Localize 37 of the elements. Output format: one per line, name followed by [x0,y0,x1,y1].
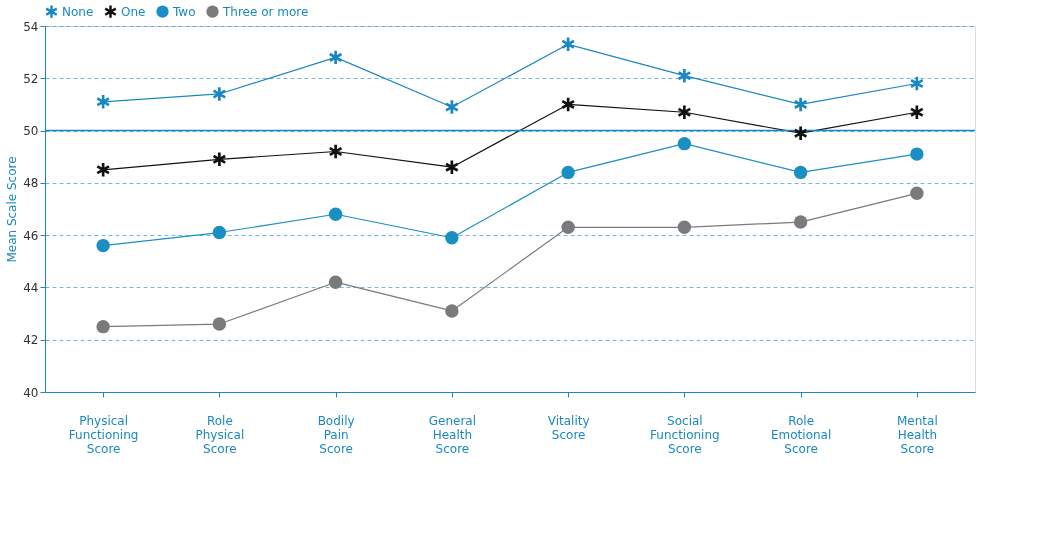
y-tick-label: 48 [23,176,39,191]
x-tick-label: General Health Score [428,413,477,456]
point [561,165,575,180]
x-tick-label: Social Functioning Score [650,413,720,456]
point [677,220,692,234]
x-tick-label: Mental Health Score [897,413,938,456]
point [96,238,110,253]
y-tick-label: 44 [23,280,39,295]
x-tick-label: Bodily Pain Score [317,413,355,456]
point [445,231,459,245]
y-tick-label: 46 [23,228,39,243]
legend-label: Three or more [222,4,309,19]
y-tick-label: 42 [23,333,39,348]
point [96,319,110,334]
point [910,147,924,161]
point [677,136,692,151]
point [212,317,227,331]
point [793,215,808,229]
x-tick-label: Role Emotional Score [770,413,832,456]
y-tick-label: 40 [23,385,39,400]
legend-label: None [62,4,94,19]
x-tick-label: Physical Functioning Score [68,413,139,456]
legend-label: One [121,4,146,19]
point [793,165,808,180]
y-tick-label: 52 [23,71,39,86]
point [910,186,924,201]
y-axis-title: Mean Scale Score [5,156,20,263]
legend-label: Two [172,4,196,19]
point [445,304,459,318]
x-tick-label: Role Physical Score [195,413,245,456]
point [328,275,343,289]
point [212,225,227,240]
y-tick-label: 54 [23,19,39,34]
y-tick-label: 50 [23,124,39,139]
point [328,207,343,221]
point [561,220,575,234]
x-tick-label: Vitality Score [547,413,590,442]
